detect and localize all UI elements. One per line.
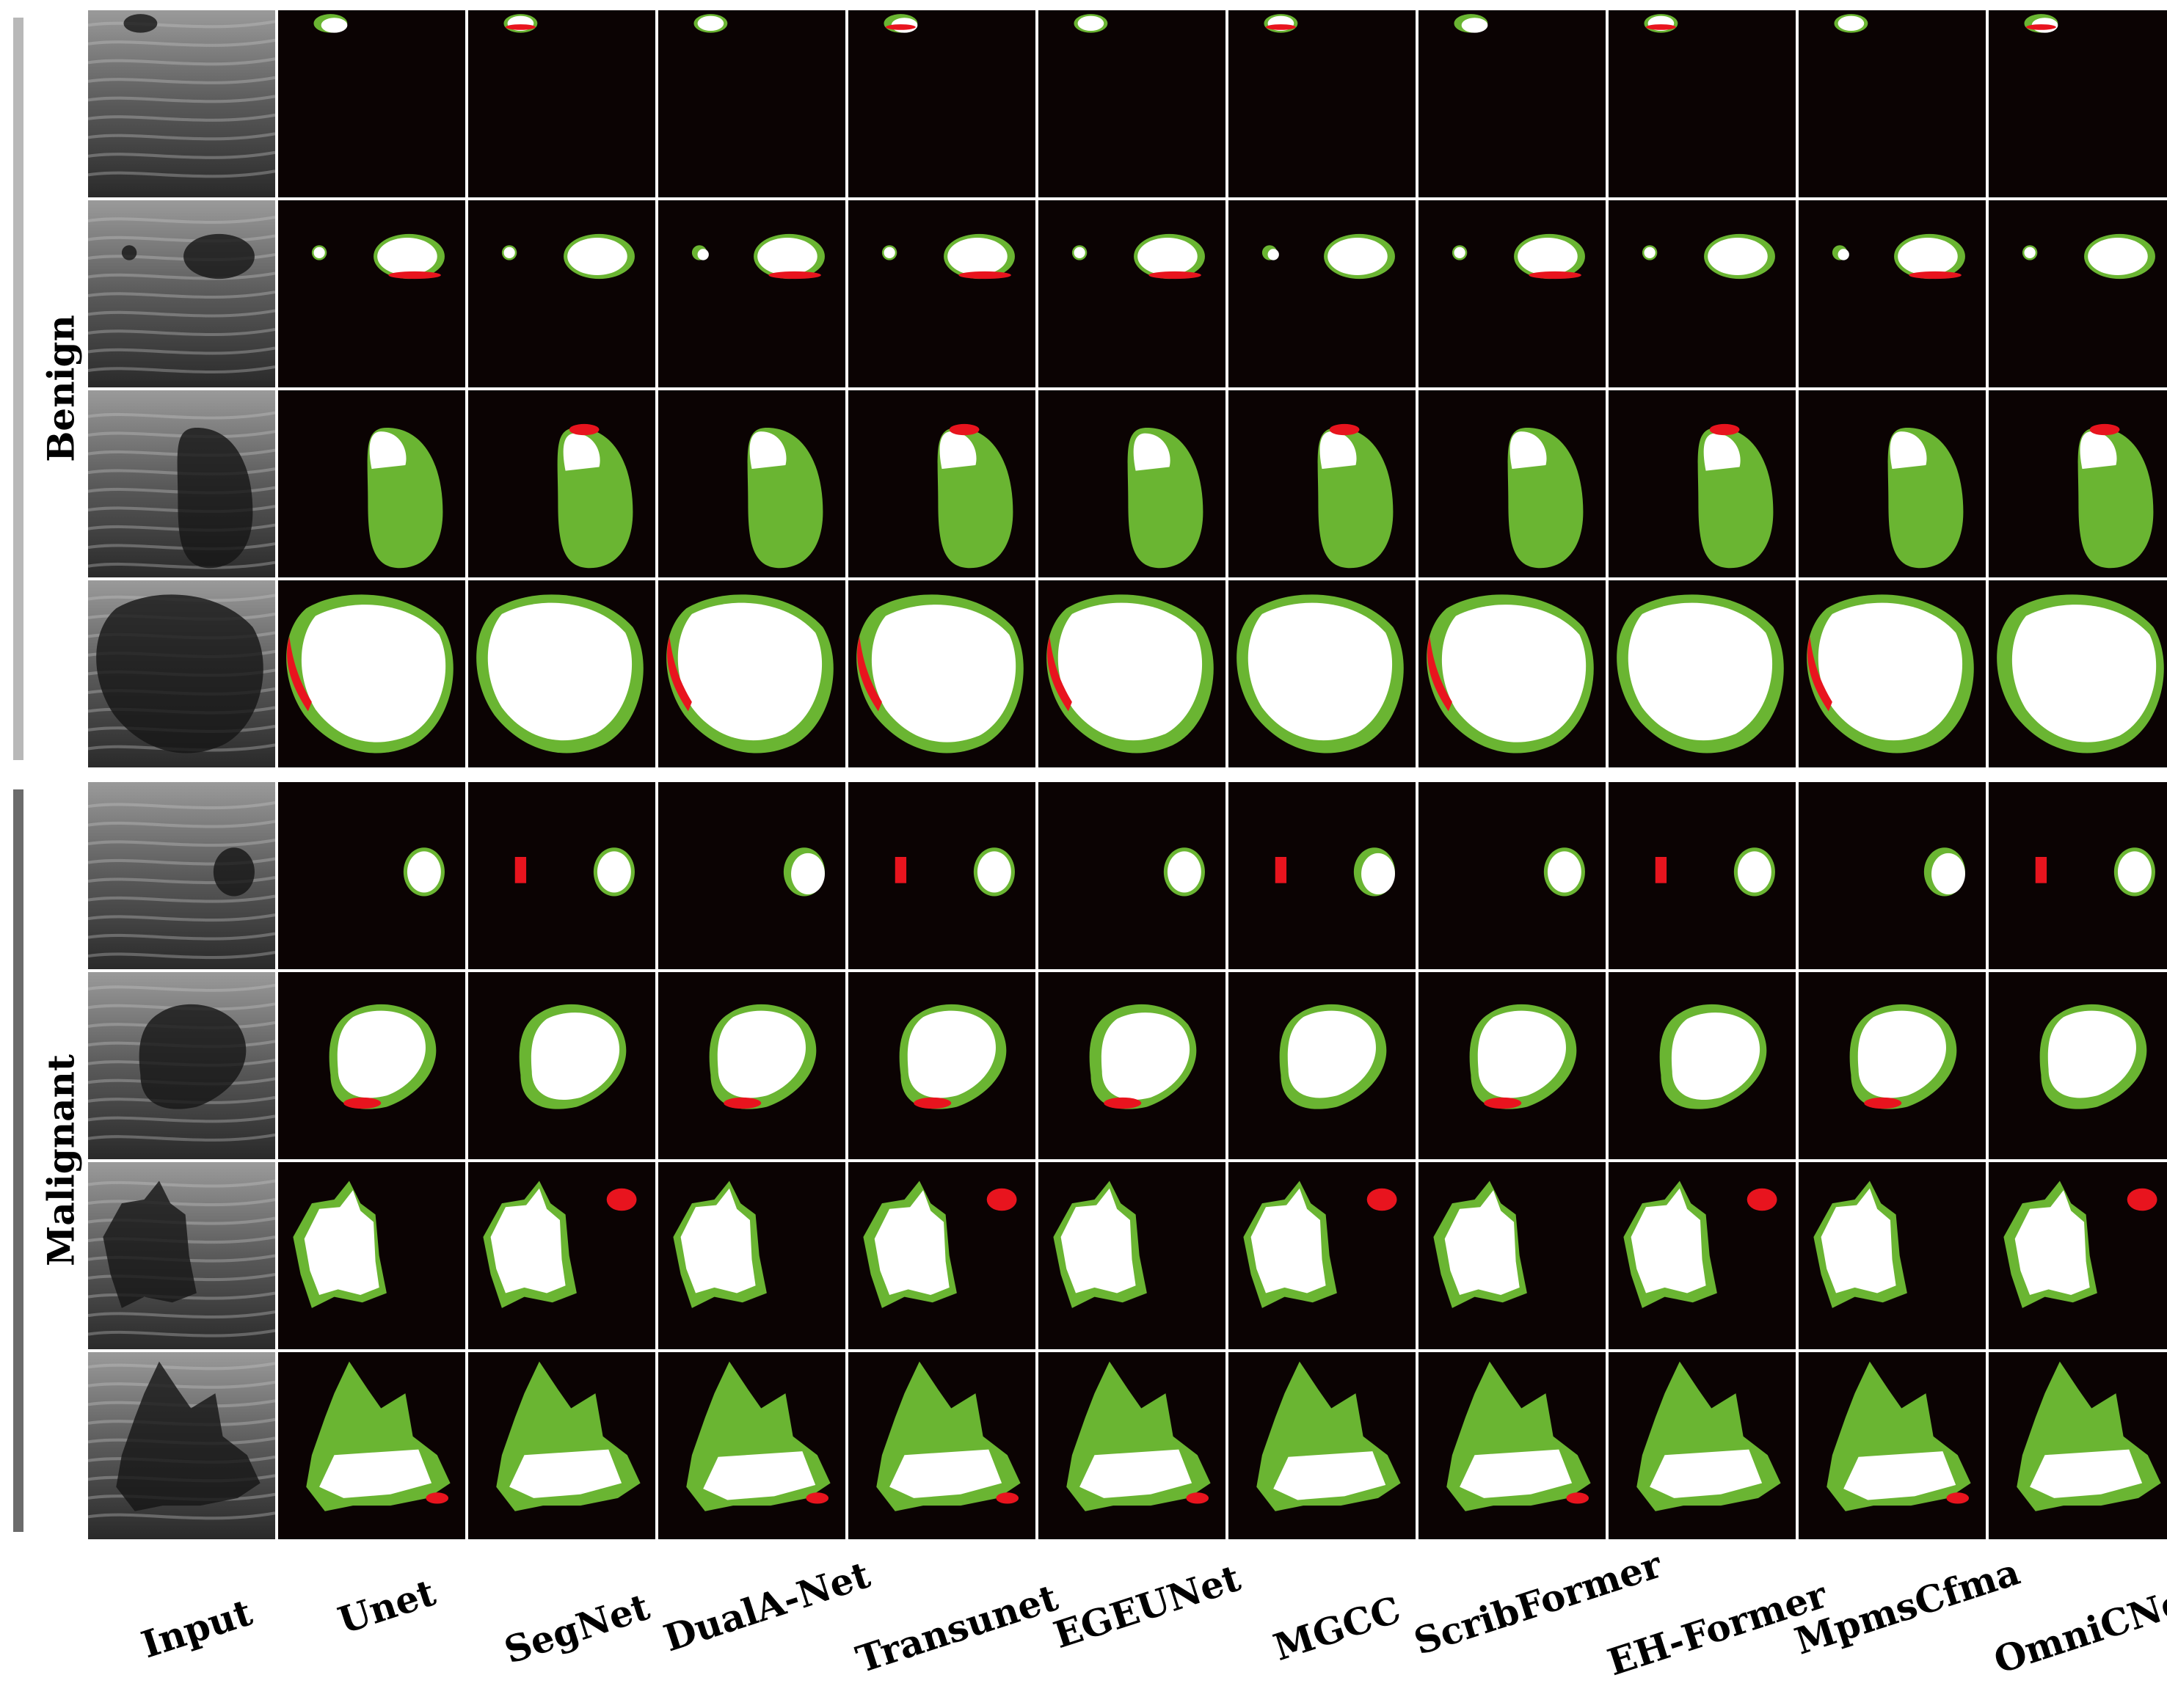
- segmentation-result: [1799, 972, 1986, 1159]
- segmentation-result: [278, 10, 465, 197]
- segmentation-result: [1038, 390, 1225, 577]
- segmentation-result: [658, 10, 845, 197]
- segmentation-result: [278, 972, 465, 1159]
- segmentation-result: [1418, 580, 1606, 767]
- segmentation-result: [1228, 390, 1416, 577]
- segmentation-result: [1418, 1162, 1606, 1349]
- segmentation-result: [1038, 10, 1225, 197]
- segmentation-result: [1989, 10, 2167, 197]
- segmentation-result: [1799, 200, 1986, 387]
- malignant-group-bar: [13, 789, 23, 1532]
- segmentation-result: [278, 782, 465, 969]
- input-ultrasound-image: [88, 390, 275, 577]
- benign-group-label: Benign: [39, 315, 83, 462]
- segmentation-result: [1799, 782, 1986, 969]
- segmentation-result: [1228, 1352, 1416, 1539]
- segmentation-result: [1228, 10, 1416, 197]
- segmentation-result: [848, 1352, 1035, 1539]
- segmentation-result: [658, 390, 845, 577]
- segmentation-result: [468, 782, 655, 969]
- input-ultrasound-image: [88, 200, 275, 387]
- segmentation-result: [1989, 1352, 2167, 1539]
- segmentation-result: [658, 1162, 845, 1349]
- segmentation-result: [1038, 1162, 1225, 1349]
- segmentation-result: [848, 782, 1035, 969]
- segmentation-result: [1799, 1352, 1986, 1539]
- segmentation-result: [468, 1162, 655, 1349]
- segmentation-result: [1228, 1162, 1416, 1349]
- segmentation-result: [1418, 200, 1606, 387]
- segmentation-result: [278, 580, 465, 767]
- segmentation-result: [658, 782, 845, 969]
- segmentation-result: [1418, 782, 1606, 969]
- input-ultrasound-image: [88, 10, 275, 197]
- segmentation-result: [848, 972, 1035, 1159]
- segmentation-result: [1799, 1162, 1986, 1349]
- segmentation-result: [848, 390, 1035, 577]
- segmentation-result: [1038, 972, 1225, 1159]
- segmentation-result: [1609, 1352, 1796, 1539]
- segmentation-result: [1418, 972, 1606, 1159]
- image-grid: [88, 10, 2167, 1539]
- segmentation-result: [278, 200, 465, 387]
- input-ultrasound-image: [88, 782, 275, 969]
- segmentation-result: [468, 10, 655, 197]
- segmentation-result: [1228, 200, 1416, 387]
- segmentation-result: [1989, 972, 2167, 1159]
- segmentation-result: [848, 580, 1035, 767]
- segmentation-result: [658, 200, 845, 387]
- segmentation-result: [848, 200, 1035, 387]
- segmentation-result: [1799, 10, 1986, 197]
- segmentation-result: [468, 200, 655, 387]
- segmentation-result: [1038, 200, 1225, 387]
- segmentation-result: [658, 580, 845, 767]
- segmentation-result: [658, 1352, 845, 1539]
- segmentation-result: [1609, 972, 1796, 1159]
- input-ultrasound-image: [88, 1352, 275, 1539]
- segmentation-result: [1799, 580, 1986, 767]
- segmentation-result: [1418, 1352, 1606, 1539]
- segmentation-result: [1418, 10, 1606, 197]
- segmentation-result: [1609, 200, 1796, 387]
- segmentation-result: [1989, 1162, 2167, 1349]
- segmentation-result: [1418, 390, 1606, 577]
- segmentation-result: [278, 1162, 465, 1349]
- segmentation-result: [1609, 10, 1796, 197]
- segmentation-result: [468, 972, 655, 1159]
- input-ultrasound-image: [88, 580, 275, 767]
- segmentation-result: [1609, 782, 1796, 969]
- segmentation-result: [1799, 390, 1986, 577]
- segmentation-result: [848, 1162, 1035, 1349]
- segmentation-result: [1989, 200, 2167, 387]
- segmentation-result: [1609, 1162, 1796, 1349]
- input-ultrasound-image: [88, 1162, 275, 1349]
- segmentation-result: [1989, 390, 2167, 577]
- benign-group-bar: [13, 18, 23, 760]
- segmentation-result: [1609, 390, 1796, 577]
- segmentation-result: [658, 972, 845, 1159]
- input-ultrasound-image: [88, 972, 275, 1159]
- segmentation-result: [1228, 580, 1416, 767]
- segmentation-result: [1038, 782, 1225, 969]
- segmentation-result: [1989, 580, 2167, 767]
- segmentation-result: [1038, 580, 1225, 767]
- segmentation-result: [1228, 782, 1416, 969]
- segmentation-result: [1609, 580, 1796, 767]
- segmentation-result: [1228, 972, 1416, 1159]
- segmentation-result: [468, 580, 655, 767]
- segmentation-result: [278, 390, 465, 577]
- segmentation-result: [1989, 782, 2167, 969]
- segmentation-result: [1038, 1352, 1225, 1539]
- segmentation-result: [848, 10, 1035, 197]
- segmentation-result: [468, 1352, 655, 1539]
- segmentation-result: [468, 390, 655, 577]
- segmentation-result: [278, 1352, 465, 1539]
- malignant-group-label: Malignant: [39, 1054, 83, 1266]
